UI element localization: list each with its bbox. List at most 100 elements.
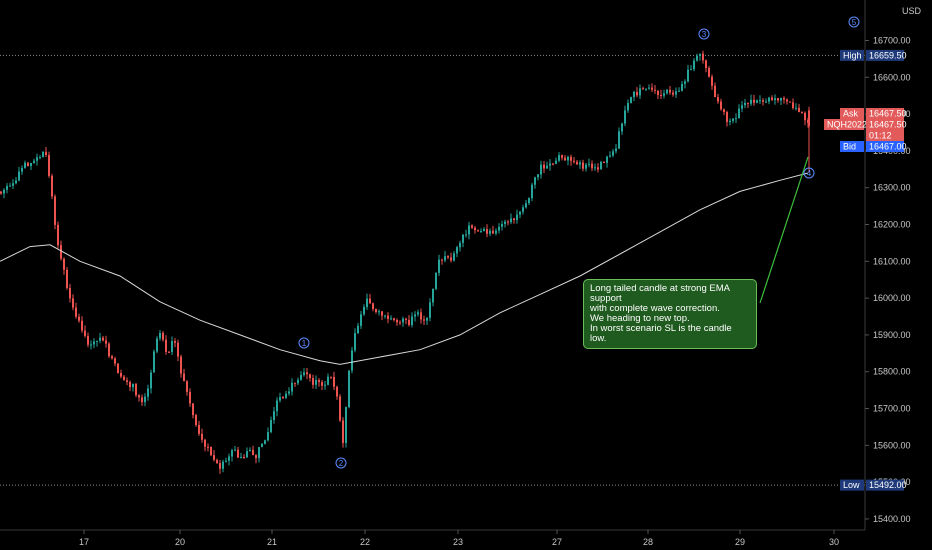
candle [564, 155, 566, 161]
candle [393, 317, 395, 322]
candle [21, 165, 23, 175]
candle [282, 395, 284, 399]
candle [507, 219, 509, 226]
candle [231, 448, 233, 462]
candle [780, 97, 782, 105]
time-tick-label: 20 [175, 537, 185, 547]
candle [408, 315, 410, 327]
last-tag: NQH2022 16467.50 01:12 [824, 119, 907, 141]
candle [30, 162, 32, 170]
candle [414, 311, 416, 322]
candle [570, 154, 572, 166]
candle [489, 228, 491, 237]
price-tick-label: 15700.00 [873, 404, 911, 414]
time-axis-ticks: 17 20 21 22 23 27 28 29 30 [79, 530, 839, 547]
candle [573, 157, 575, 164]
candle [390, 315, 392, 321]
candle [315, 375, 317, 389]
ema-line [0, 172, 809, 365]
price-tick-label: 15900.00 [873, 330, 911, 340]
candle [372, 302, 374, 312]
candle [495, 228, 497, 236]
candle [660, 89, 662, 100]
candle [429, 298, 431, 322]
candle [66, 267, 68, 290]
candle [411, 312, 413, 328]
candle [57, 221, 59, 249]
candle [561, 154, 563, 161]
candle [147, 384, 149, 401]
candle [342, 417, 344, 448]
candle [219, 459, 221, 474]
candle [678, 87, 680, 92]
candle [75, 302, 77, 319]
candle [360, 310, 362, 329]
candle [267, 427, 269, 442]
candle [288, 387, 290, 396]
time-tick-label: 21 [267, 537, 277, 547]
candle [189, 388, 191, 407]
candle [27, 161, 29, 167]
candle [741, 100, 743, 113]
candle [426, 317, 428, 326]
candle [84, 325, 86, 338]
candle [9, 182, 11, 187]
candle [684, 79, 686, 89]
candle [6, 183, 8, 194]
candles [0, 50, 810, 474]
candle [576, 160, 578, 165]
candle [762, 98, 764, 106]
candle [636, 87, 638, 98]
candle [357, 322, 359, 334]
candle [630, 96, 632, 104]
candle [354, 328, 356, 353]
candle [582, 159, 584, 172]
bid-tag: Bid 16467.00 [840, 141, 907, 152]
candle [498, 223, 500, 234]
candle [126, 377, 128, 386]
candle [138, 394, 140, 402]
wave-label-2: 2 [335, 457, 347, 469]
candle [597, 163, 599, 173]
candle [693, 57, 695, 72]
candle [18, 166, 20, 182]
candle [24, 160, 26, 169]
candle [264, 439, 266, 445]
last-tag-value-bg [866, 119, 904, 141]
candle [285, 390, 287, 400]
high-tag-value: 16659.50 [869, 50, 907, 60]
candle [627, 99, 629, 113]
candle [186, 380, 188, 396]
candle [504, 219, 506, 228]
svg-text:1: 1 [302, 339, 307, 348]
candle [579, 160, 581, 169]
candle [330, 376, 332, 380]
candle [438, 254, 440, 276]
time-tick-label: 29 [735, 537, 745, 547]
candle [150, 369, 152, 394]
candle [555, 157, 557, 165]
candle [321, 379, 323, 391]
time-axis-background [0, 530, 932, 550]
candle [204, 438, 206, 452]
candle [624, 105, 626, 127]
candle [81, 316, 83, 333]
candle [732, 118, 734, 124]
candle [216, 458, 218, 464]
ask-tag-value-bg [866, 108, 904, 119]
candle [534, 176, 536, 189]
low-tag-value-bg [866, 479, 904, 491]
candle [435, 272, 437, 291]
reference-lines [0, 54, 865, 486]
time-tick-label: 27 [552, 537, 562, 547]
candle [441, 258, 443, 265]
candle [129, 380, 131, 392]
candle [477, 229, 479, 232]
candle [708, 65, 710, 78]
candle [765, 98, 767, 104]
candle [744, 98, 746, 109]
price-tick-label: 15800.00 [873, 367, 911, 377]
candle [792, 98, 794, 110]
candle [291, 378, 293, 396]
candle [183, 368, 185, 382]
